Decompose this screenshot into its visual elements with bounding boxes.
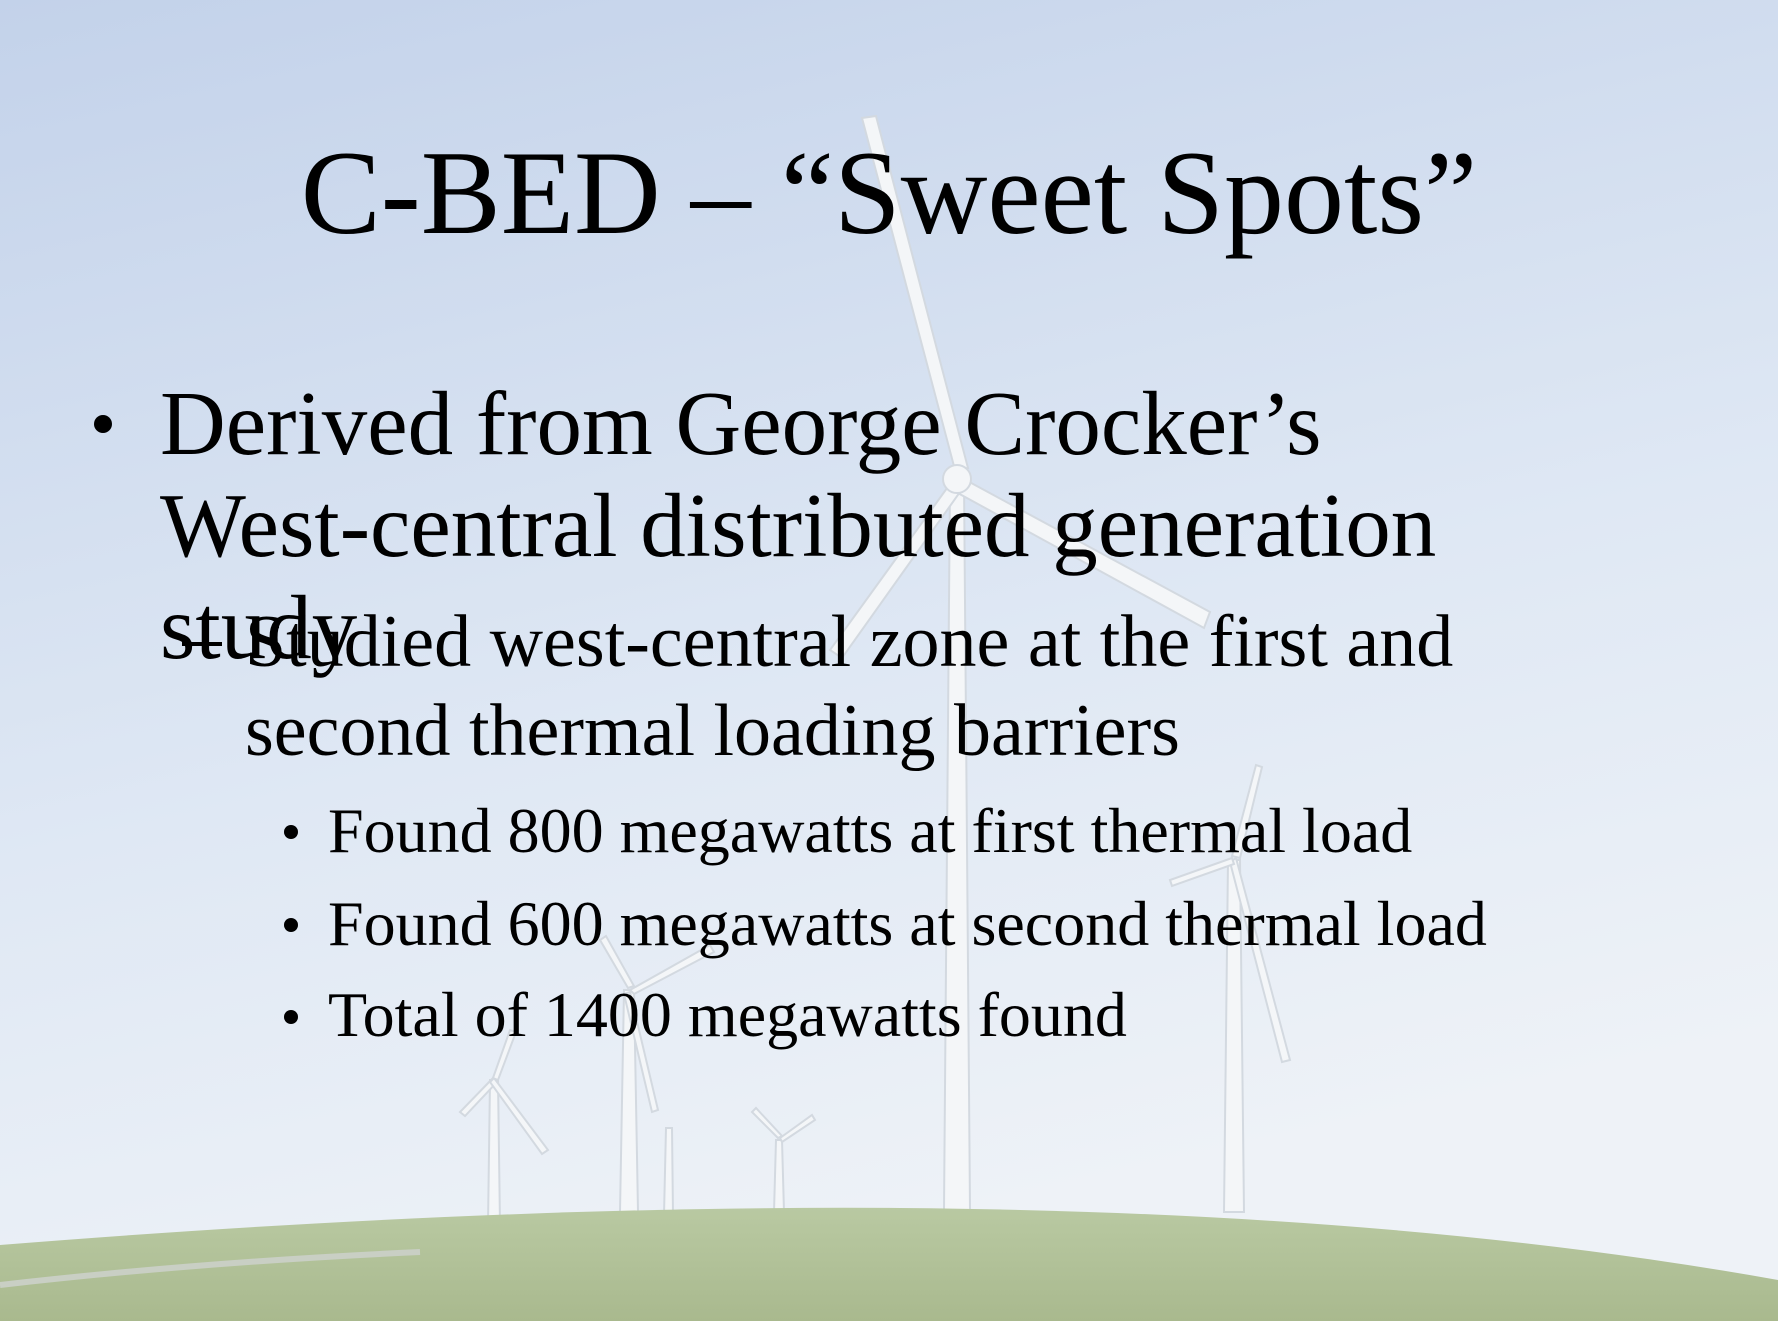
bullet	[284, 1010, 298, 1024]
bullet	[94, 415, 112, 433]
path	[0, 1249, 421, 1288]
sub-sub-bullet-text: Found 800 megawatts at first thermal loa…	[328, 795, 1413, 866]
hill	[0, 1207, 1778, 1321]
bullet-text: Derived from George Crocker’s West-centr…	[160, 373, 1437, 678]
dash	[182, 642, 222, 646]
sub-sub-bullet-text: Total of 1400 megawatts found	[328, 979, 1127, 1050]
bullet	[284, 918, 298, 932]
sub-bullet-text: Studied west-central zone at the first a…	[245, 601, 1454, 772]
slide-title: C-BED – “Sweet Spots”	[300, 126, 1478, 259]
bullet	[284, 825, 298, 839]
sub-sub-bullet-text: Found 600 megawatts at second thermal lo…	[328, 888, 1487, 959]
